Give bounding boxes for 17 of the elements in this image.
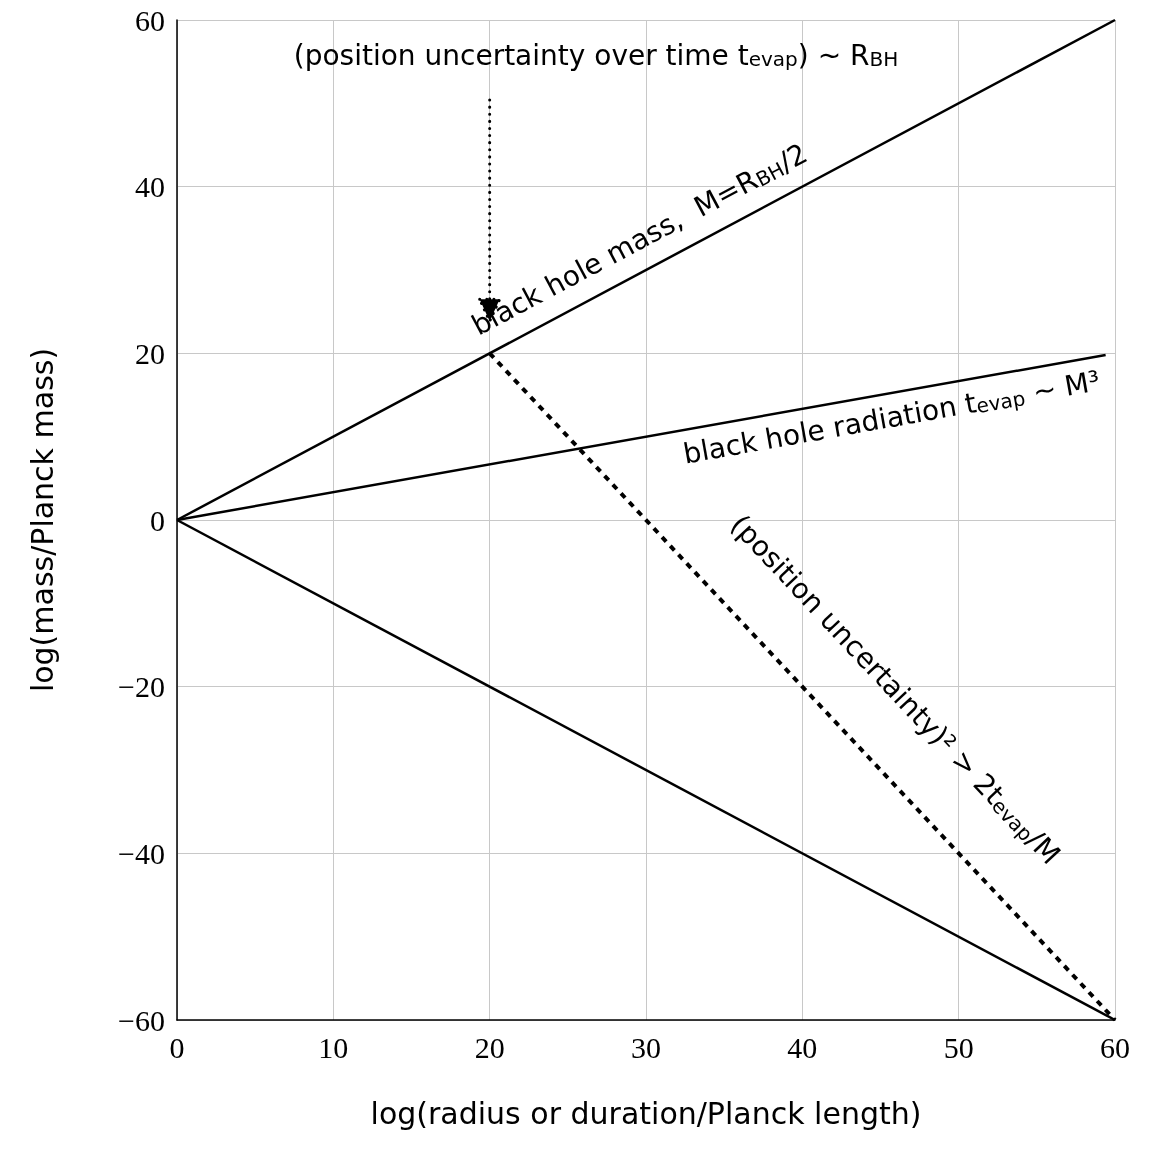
y-axis-title: log(mass/Planck mass) bbox=[24, 347, 60, 693]
annotation: (position uncertainty over time tevap) ~ RBH bbox=[293, 38, 899, 72]
x-tick-label: 50 bbox=[943, 1030, 974, 1064]
x-tick-label: 20 bbox=[474, 1030, 505, 1064]
y-tick-label: 0 bbox=[150, 503, 165, 537]
x-tick-label: 30 bbox=[631, 1030, 661, 1064]
y-tick-label: −60 bbox=[118, 1003, 165, 1037]
y-tick-label: 20 bbox=[135, 336, 165, 370]
y-tick-label: −40 bbox=[118, 836, 165, 870]
x-axis-title: log(radius or duration/Planck length) bbox=[370, 1095, 922, 1131]
x-tick-label: 60 bbox=[1100, 1030, 1130, 1064]
x-tick-label: 40 bbox=[787, 1030, 818, 1064]
text: black hole radiation tevap ~ M³ bbox=[680, 364, 1103, 471]
y-tick-label: 40 bbox=[135, 170, 165, 204]
x-tick-label: 10 bbox=[318, 1030, 349, 1064]
y-tick-label: 60 bbox=[135, 3, 165, 37]
y-tick-label: −20 bbox=[118, 670, 165, 704]
